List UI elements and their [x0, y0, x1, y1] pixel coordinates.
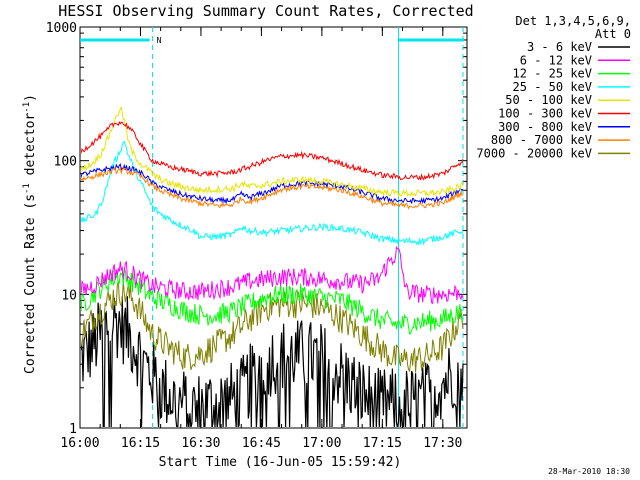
y-tick-label: 1000	[46, 21, 77, 36]
series-line-1	[81, 245, 464, 305]
y-tick-label: 100	[54, 155, 77, 170]
series-line-5	[81, 121, 464, 181]
y-axis-label-sup1: -1	[22, 183, 32, 194]
series-line-2	[81, 267, 464, 335]
legend-entry-label: 25 - 50 keV	[513, 80, 592, 94]
x-tick-label: 16:15	[121, 436, 160, 451]
legend-entry-label: 50 - 100 keV	[505, 93, 592, 107]
y-axis-label-mid: detector	[23, 113, 38, 184]
legend-entry-label: 300 - 800 keV	[498, 120, 592, 134]
legend-entry-label: 7000 - 20000 keV	[476, 146, 592, 160]
y-axis-label: Corrected Count Rate (s-1 detector-1)	[22, 94, 38, 374]
night-marker-label: N	[157, 36, 162, 45]
timestamp: 28-Mar-2010 18:30	[548, 467, 630, 476]
y-axis-label-main: Corrected Count Rate (s	[23, 194, 38, 374]
series-line-3	[81, 140, 464, 246]
series-line-8	[81, 280, 464, 373]
chart-title: HESSI Observing Summary Count Rates, Cor…	[58, 2, 473, 20]
y-tick-label: 10	[61, 288, 77, 303]
x-tick-label: 16:00	[60, 436, 99, 451]
legend-entry-label: 3 - 6 keV	[527, 40, 592, 54]
y-tick-label: 1	[69, 422, 77, 437]
legend-entry-label: 6 - 12 keV	[520, 53, 592, 67]
legend-header-line1: Det 1,3,4,5,6,9,	[515, 14, 631, 28]
y-axis-label-sup2: -1	[22, 102, 32, 113]
plot-area: 1 10 100 1000 16:00 16:15 16:30 16:45 17:00 17:15…	[46, 21, 468, 451]
plot-frame	[79, 26, 468, 429]
series-line-7	[81, 166, 464, 210]
series-line-0	[81, 296, 464, 427]
y-axis-label-end: )	[23, 94, 38, 102]
legend-entry-label: 100 - 300 keV	[498, 107, 592, 121]
x-axis-label: Start Time (16-Jun-05 15:59:42)	[159, 455, 402, 470]
series-line-6	[81, 163, 464, 205]
x-tick-label: 17:00	[302, 436, 341, 451]
x-tick-label: 16:45	[242, 436, 281, 451]
legend-entry-label: 12 - 25 keV	[513, 67, 592, 81]
x-tick-label: 17:15	[363, 436, 402, 451]
x-tick-label: 17:30	[423, 436, 462, 451]
legend-entry-label: 800 - 7000 keV	[491, 133, 592, 147]
series-line-4	[81, 106, 464, 198]
legend-header-line2: Att 0	[595, 27, 631, 41]
x-tick-label: 16:30	[181, 436, 220, 451]
